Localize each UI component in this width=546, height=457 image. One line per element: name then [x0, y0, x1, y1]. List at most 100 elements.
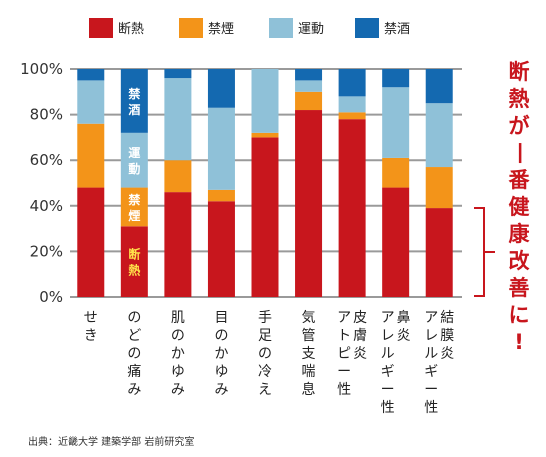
bar-segment-1-2: [120, 132, 148, 188]
bar-segment-6-2: [338, 96, 366, 113]
bar-segment-0-3: [77, 69, 105, 81]
annotation-char-2: が: [509, 114, 530, 138]
x-tick-label-7-1-5: 性: [381, 400, 395, 416]
x-tick-label-2-0-2: か: [171, 346, 185, 362]
x-tick-label-2-0-4: み: [171, 382, 185, 398]
segment-label-1-1: 煙: [128, 208, 140, 223]
annotation-char-6: 康: [509, 222, 531, 246]
x-tick-label-1-0-2: の: [127, 346, 141, 362]
x-axis: せきのどの痛み肌のかゆみ目のかゆみ手足の冷え気管支喘息皮膚炎アトピー性鼻炎アレル…: [84, 309, 454, 416]
bar-segment-2-0: [164, 192, 192, 297]
x-tick-label-3-0-3: ゆ: [214, 364, 228, 380]
segment-label-2-1: 動: [128, 161, 140, 176]
x-tick-label-7-0-1: 炎: [397, 328, 411, 344]
annotation-char-10: !: [514, 330, 524, 354]
y-tick-label-3: 60%: [30, 151, 63, 169]
x-tick-label-3-0-1: の: [214, 328, 228, 344]
x-tick-label-8-1-4: ー: [424, 382, 438, 398]
bar-segment-7-3: [382, 69, 410, 88]
bar-segment-3-1: [207, 189, 235, 202]
x-tick-label-1-0-1: ど: [127, 328, 141, 344]
x-tick-label-0-0-0: せ: [84, 310, 98, 326]
y-tick-label-0: 0%: [39, 288, 63, 306]
x-tick-label-6-1-0: ア: [337, 310, 351, 326]
legend-swatch-1: [179, 18, 203, 38]
x-tick-label-6-1-2: ピ: [337, 346, 351, 362]
segment-label-2-0: 運: [128, 146, 140, 160]
x-tick-label-6-1-1: ト: [337, 328, 351, 344]
x-tick-label-7-1-4: ー: [381, 382, 395, 398]
x-tick-label-4-0-4: え: [258, 382, 272, 398]
annotation-char-4: 番: [508, 168, 531, 192]
x-tick-label-8-1-2: ル: [424, 346, 438, 362]
bar-segment-7-0: [382, 187, 410, 297]
x-tick-label-7-1-0: ア: [381, 310, 395, 326]
y-tick-label-5: 100%: [20, 60, 63, 78]
annotation-char-1: 熱: [509, 87, 530, 111]
bar-segment-6-1: [338, 112, 366, 120]
bracket-line: [474, 207, 495, 297]
bar-segment-1-0: [120, 226, 148, 297]
x-tick-label-1-0-0: の: [127, 310, 141, 326]
bar-segment-5-1: [295, 91, 323, 111]
bar-segment-6-3: [338, 69, 366, 97]
x-tick-label-5-0-4: 息: [302, 381, 316, 398]
x-tick-label-7-1-1: レ: [381, 328, 395, 344]
x-tick-label-6-1-4: 性: [337, 382, 351, 398]
bar-segment-2-2: [164, 78, 192, 161]
x-tick-label-7-1-2: ル: [381, 346, 395, 362]
bar-segment-8-0: [425, 208, 453, 297]
y-tick-label-1: 20%: [30, 242, 63, 260]
legend-label-3: 禁酒: [384, 22, 410, 37]
x-tick-label-8-1-5: 性: [424, 400, 438, 416]
x-tick-label-4-0-2: の: [258, 346, 272, 362]
bar-segment-7-2: [382, 87, 410, 158]
x-tick-label-8-1-3: ギ: [424, 364, 438, 380]
x-tick-label-4-0-0: 手: [258, 310, 272, 326]
x-tick-label-4-0-1: 足: [258, 328, 272, 344]
x-tick-label-1-0-3: 痛: [127, 363, 141, 380]
annotation-bracket: [474, 207, 495, 297]
bar-segment-6-0: [338, 119, 366, 297]
annotation-char-7: 改: [509, 249, 531, 273]
x-tick-label-8-0-0: 結: [440, 310, 454, 326]
bar-segment-2-1: [164, 160, 192, 193]
bar-segment-3-0: [207, 201, 235, 297]
bar-segment-1-1: [120, 187, 148, 227]
legend-swatch-2: [269, 18, 293, 38]
x-tick-label-7-1-3: ギ: [381, 364, 395, 380]
x-tick-label-5-0-0: 気: [302, 310, 316, 326]
x-tick-label-0-0-1: き: [84, 328, 98, 344]
x-tick-label-8-1-0: ア: [424, 310, 438, 326]
bar-segment-5-0: [295, 110, 323, 297]
x-tick-label-2-0-3: ゆ: [171, 364, 185, 380]
x-tick-label-1-0-4: み: [127, 382, 141, 398]
annotation-char-3: 一: [507, 143, 531, 164]
bar-segment-0-2: [77, 80, 105, 124]
x-tick-label-6-1-3: ー: [337, 364, 351, 380]
x-tick-label-5-0-2: 支: [302, 346, 316, 362]
y-axis: 0% 20% 40% 60% 80% 100%: [20, 60, 63, 306]
x-tick-label-2-0-0: 肌: [171, 310, 185, 326]
bar-segment-5-2: [295, 80, 323, 92]
x-tick-label-3-0-4: み: [214, 382, 228, 398]
x-tick-label-8-0-1: 膜: [440, 328, 454, 344]
x-tick-label-5-0-1: 管: [302, 328, 316, 344]
bar-segment-0-0: [77, 187, 105, 297]
source-note: 出典：近畿大学 建築学部 岩前研究室: [28, 435, 194, 448]
x-tick-label-3-0-2: か: [214, 346, 228, 362]
y-tick-label-4: 80%: [30, 106, 63, 124]
legend-label-1: 禁煙: [208, 22, 234, 37]
legend-label-2: 運動: [298, 22, 324, 37]
annotation-char-9: に: [509, 303, 530, 327]
legend-swatch-3: [355, 18, 379, 38]
y-tick-label-2: 40%: [30, 197, 63, 215]
segment-label-3-0: 禁: [128, 86, 140, 101]
segment-label-3-1: 酒: [128, 103, 140, 117]
annotation-char-5: 健: [509, 195, 530, 219]
annotation-char-0: 断: [509, 60, 530, 84]
bar-segment-2-3: [164, 69, 192, 79]
